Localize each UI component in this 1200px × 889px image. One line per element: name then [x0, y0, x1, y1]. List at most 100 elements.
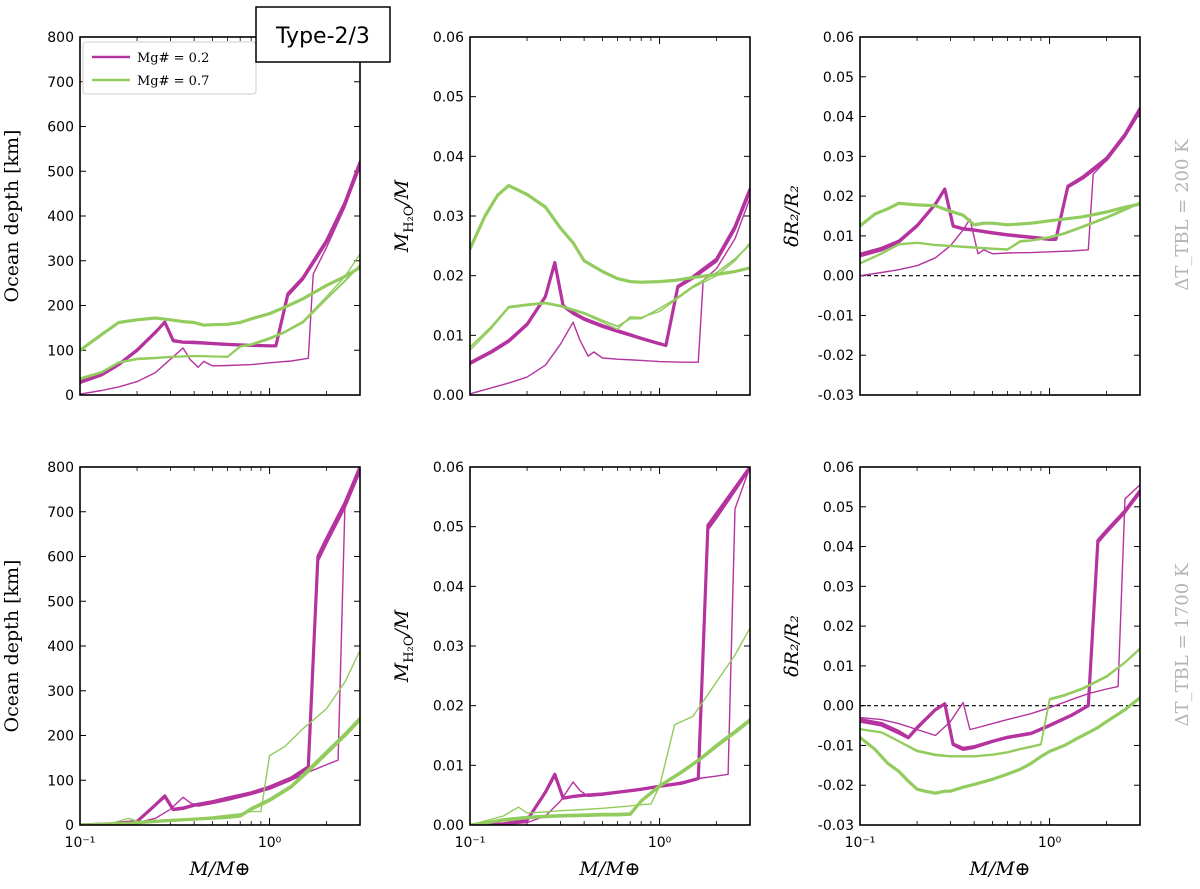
y-tick-label: 400 [47, 639, 74, 655]
y-tick-label: 600 [47, 120, 74, 136]
panel-row2-col1: 0 100 200 300 400 500 600 700 800 10⁻¹ 10⁰ Ocean de… [1, 460, 361, 880]
panel-frame [79, 466, 361, 826]
series-line-mg-0-7-thick- [860, 201, 1140, 228]
series-line-mg-0-7-thin- [470, 627, 750, 825]
y-tick-label: 0.03 [433, 639, 464, 655]
series-line-mg-0-2-medium- [80, 470, 360, 825]
series-line-mg-0-2-thin- [860, 111, 1140, 277]
panel-row1-col2: 0.00 0.01 0.02 0.03 0.04 0.05 0.06 MH₂O/M [391, 30, 751, 404]
y-tick-label: 0.04 [433, 579, 464, 595]
y-tick-label: 0.00 [823, 699, 854, 715]
series-line-mg-0-7-thin- [860, 647, 1140, 757]
series-line-mg-0-2-thin- [860, 484, 1140, 737]
panel-frame [469, 466, 751, 826]
y-tick-label: 0.06 [823, 30, 854, 46]
x-tick-label: 10⁰ [258, 835, 282, 851]
y-tick-label: 0.04 [433, 149, 464, 165]
panels-group: 0 100 200 300 400 500 600 700 800 Ocean depth [km… [1, 30, 1141, 880]
y-tick-label: -0.02 [818, 348, 854, 364]
panel-frame [859, 466, 1141, 826]
y-tick-label: 0.05 [433, 90, 464, 106]
x-axis-label: M/M⊕ [578, 858, 640, 880]
series-line-mg-0-7-medium- [80, 716, 360, 825]
series-line-mg-0-7-thin- [470, 242, 750, 351]
x-tick-label: 10⁻¹ [845, 835, 876, 851]
x-tick-label: 10⁰ [648, 835, 672, 851]
panel-row2-col2: 0.00 0.01 0.02 0.03 0.04 0.05 0.06 10⁻¹ 10⁰ MH₂O/… [391, 460, 751, 880]
y-tick-label: 400 [47, 209, 74, 225]
series-line-mg-0-2-thin- [470, 467, 750, 825]
y-tick-label: 800 [47, 30, 74, 46]
series-line-mg-0-7-thick- [860, 696, 1140, 795]
x-tick-label: 10⁻¹ [455, 835, 486, 851]
series-line-mg-0-7-thick- [80, 718, 360, 825]
y-tick-label: 300 [47, 254, 74, 270]
y-tick-label: 0.03 [823, 149, 854, 165]
y-tick-label: 300 [47, 684, 74, 700]
series-line-mg-0-2-medium- [80, 165, 360, 383]
series-line-mg-0-7-thick- [470, 184, 750, 284]
series-line-mg-0-2-medium- [860, 491, 1140, 749]
y-tick-label: 100 [47, 773, 74, 789]
series-line-mg-0-7-medium- [860, 202, 1140, 265]
legend-label-mg02: Mg# = 0.2 [137, 51, 209, 66]
y-tick-label: 0.03 [823, 579, 854, 595]
series-group [470, 467, 750, 825]
y-tick-label: 0.06 [433, 30, 464, 46]
y-tick-label: 0.00 [433, 388, 464, 404]
series-line-mg-0-7-thin- [860, 201, 1140, 264]
series-line-mg-0-2-thin- [80, 166, 360, 395]
series-line-mg-0-7-medium- [470, 243, 750, 349]
y-tick-label: -0.03 [818, 388, 854, 404]
series-line-mg-0-7-thick- [470, 718, 750, 825]
y-tick-label: 500 [47, 164, 74, 180]
series-line-mg-0-2-thick- [80, 467, 360, 825]
y-tick-label: 0.04 [823, 540, 854, 556]
y-tick-label: 500 [47, 594, 74, 610]
y-axis-label: δR₂/R₂ [781, 185, 803, 247]
y-axis-label: MH₂O/M [391, 179, 417, 253]
series-line-mg-0-2-thin- [470, 197, 750, 395]
x-tick-label: 10⁻¹ [65, 835, 96, 851]
series-line-mg-0-2-thin- [80, 470, 360, 825]
y-tick-label: 200 [47, 299, 74, 315]
y-tick-label: 0 [65, 388, 74, 404]
series-group [470, 184, 750, 395]
y-tick-label: -0.01 [818, 738, 854, 754]
x-axis-label: M/M⊕ [968, 858, 1030, 880]
series-line-mg-0-7-medium- [860, 648, 1140, 758]
series-line-mg-0-7-thin- [80, 649, 360, 825]
y-tick-label: 0.02 [433, 269, 464, 285]
panel-frame [469, 36, 751, 396]
y-tick-label: 0.02 [823, 189, 854, 205]
y-tick-label: 0.01 [433, 328, 464, 344]
y-tick-label: 0 [65, 818, 74, 834]
panel-frame [79, 36, 361, 396]
y-tick-label: 0.02 [823, 619, 854, 635]
y-tick-label: 0.03 [433, 209, 464, 225]
series-line-mg-0-7-thin- [80, 253, 360, 379]
series-group [860, 484, 1140, 795]
y-tick-label: 0.05 [823, 500, 854, 516]
y-axis-label: MH₂O/M [391, 609, 417, 683]
y-axis-label: δR₂/R₂ [781, 615, 803, 677]
panel-row1-col1: 0 100 200 300 400 500 600 700 800 Ocean depth [km… [1, 30, 361, 404]
series-line-mg-0-2-thick- [470, 467, 750, 825]
y-tick-label: -0.01 [818, 308, 854, 324]
y-tick-label: 800 [47, 460, 74, 476]
row-label-top: ΔT_TBL = 200 K [1172, 139, 1193, 291]
x-tick-label: 10⁰ [1038, 835, 1062, 851]
y-tick-label: 0.04 [823, 110, 854, 126]
y-tick-label: -0.03 [818, 818, 854, 834]
series-line-mg-0-2-thick- [80, 160, 360, 385]
type-title-frame [255, 6, 391, 63]
y-tick-label: 0.06 [433, 460, 464, 476]
type-title: Type-2/3 [275, 24, 370, 49]
y-axis-label: Ocean depth [km] [1, 560, 23, 733]
row-label-bottom: ΔT_TBL = 1700 K [1172, 563, 1193, 726]
y-tick-label: 0.05 [823, 70, 854, 86]
y-tick-label: 600 [47, 550, 74, 566]
legend-label-mg07: Mg# = 0.7 [137, 74, 209, 89]
type-title-box: Type-2/3 [255, 6, 391, 63]
